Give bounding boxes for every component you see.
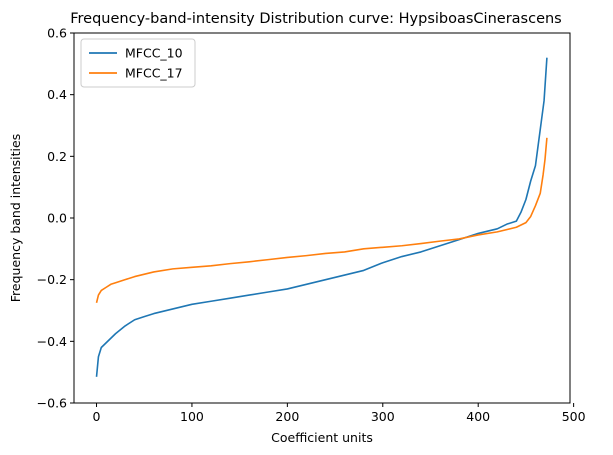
legend-label: MFCC_17	[125, 66, 183, 81]
series-line-mfcc-10	[95, 57, 548, 377]
series-layer	[95, 57, 548, 377]
x-axis: 0 100 200 300 400 500	[93, 403, 586, 424]
y-tick-label: −0.4	[37, 334, 67, 349]
plot-area	[74, 33, 570, 403]
x-axis-label: Coefficient units	[271, 430, 373, 445]
chart-title: Frequency-band-intensity Distribution cu…	[70, 11, 562, 27]
x-tick-label: 200	[275, 409, 299, 424]
y-axis-label: Frequency band intensities	[8, 134, 23, 302]
x-tick-label: 100	[180, 409, 204, 424]
x-tick-label: 500	[562, 409, 586, 424]
legend-label: MFCC_10	[125, 46, 183, 61]
y-tick-label: −0.2	[37, 272, 67, 287]
legend: MFCC_10 MFCC_17	[80, 38, 196, 88]
y-tick-label: 0.6	[47, 26, 67, 41]
x-tick-label: 400	[466, 409, 490, 424]
legend-box	[80, 38, 196, 88]
y-tick-label: −0.6	[37, 396, 67, 411]
series-line-mfcc-17	[95, 137, 548, 303]
x-tick-label: 300	[371, 409, 395, 424]
y-tick-label: 0.2	[47, 149, 67, 164]
y-axis: −0.6 −0.4 −0.2 0.0 0.2 0.4 0.6	[37, 26, 74, 411]
x-tick-label: 0	[93, 409, 101, 424]
y-tick-label: 0.0	[47, 211, 67, 226]
y-tick-label: 0.4	[47, 87, 67, 102]
